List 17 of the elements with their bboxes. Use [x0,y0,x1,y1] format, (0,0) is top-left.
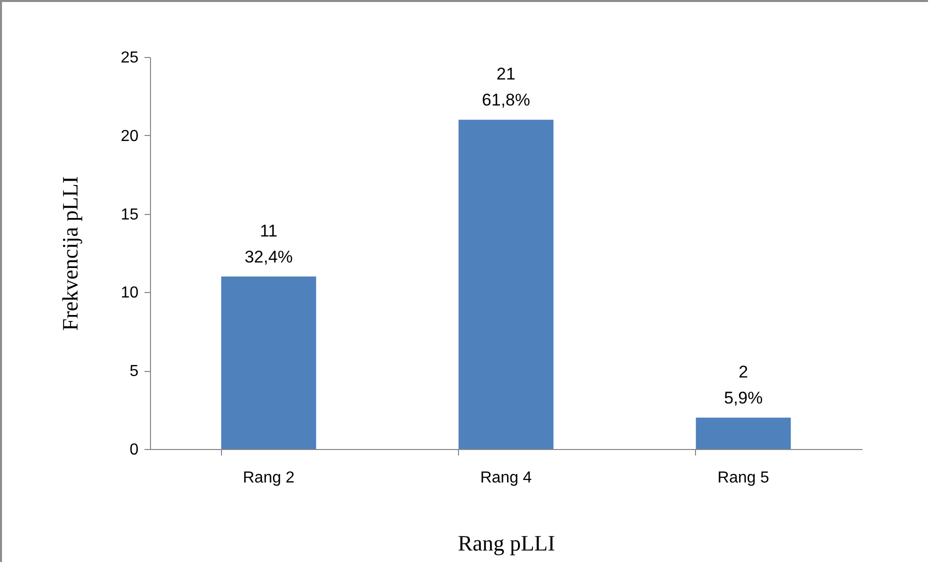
bar [458,120,554,449]
x-axis-title: Rang pLLI [458,530,556,556]
bar [696,418,791,449]
bar [221,276,316,449]
x-tick-label: Rang 4 [480,470,532,486]
x-tick-label: Rang 5 [718,470,770,486]
data-label: 21 61,8% [482,64,530,110]
y-tick-label: 15 [120,206,139,224]
y-tick-label: 10 [120,284,139,302]
data-label: 11 32,4% [244,222,293,267]
y-axis-title: Frekvencija pLLI [58,176,83,331]
y-tick-label: 5 [130,363,139,380]
y-tick-label: 20 [120,128,139,145]
y-tick-label: 25 [120,50,139,66]
x-tick-label: Rang 2 [242,470,295,486]
y-tick-label: 0 [130,442,139,458]
data-label: 2 5,9% [724,362,763,408]
